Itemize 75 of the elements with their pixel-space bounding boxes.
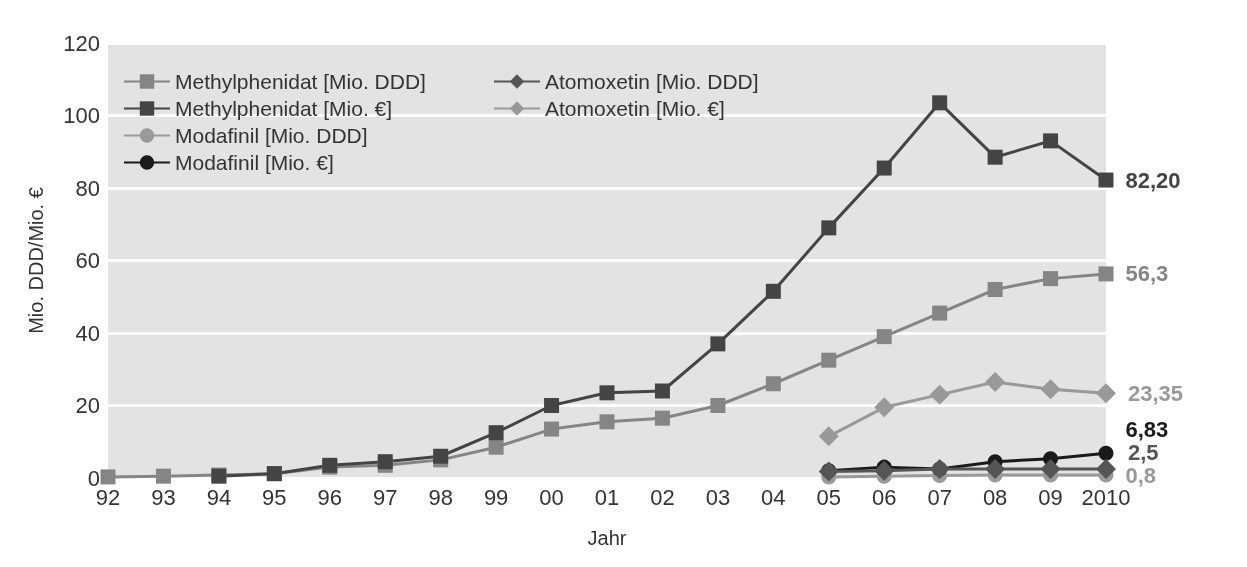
point [985, 371, 1006, 392]
x-tick-label: 97 [372, 484, 398, 510]
point [544, 398, 560, 413]
legend-label: Modafinil [Mio. DDD] [175, 124, 368, 147]
x-tick-label: 02 [650, 484, 675, 510]
point [488, 439, 504, 455]
x-tick-label: 03 [705, 484, 731, 510]
y-tick-label: 20 [75, 393, 100, 418]
point [544, 421, 560, 437]
x-tick-label: 94 [206, 484, 232, 510]
x-tick-label: 98 [428, 484, 453, 510]
point [874, 397, 895, 418]
point [1096, 458, 1116, 479]
x-tick-label: 2010 [1081, 484, 1131, 510]
x-tick-label: 99 [483, 484, 509, 510]
x-tick-label: 05 [816, 484, 842, 510]
point [932, 95, 948, 111]
point [874, 460, 895, 481]
point [1043, 271, 1059, 287]
x-tick-label: 07 [927, 484, 952, 510]
point [155, 468, 171, 484]
point [599, 414, 615, 430]
point [765, 376, 781, 392]
point [987, 149, 1003, 165]
legend-label: Atomoxetin [Mio. €] [545, 97, 725, 120]
x-tick-label: 01 [594, 484, 620, 510]
point [710, 336, 726, 352]
legend-label: Atomoxetin [Mio. DDD] [545, 70, 759, 93]
point [654, 383, 670, 399]
point [1096, 383, 1116, 404]
point [1098, 266, 1114, 282]
x-tick-label: 08 [982, 484, 1008, 510]
x-tick-label: 95 [262, 484, 287, 510]
data-label: 56,3 [1125, 261, 1169, 287]
legend-label: Modafinil [Mio. €] [175, 151, 334, 174]
point [987, 282, 1003, 297]
y-tick-label: 120 [63, 30, 100, 56]
point [1040, 379, 1061, 400]
point [818, 426, 839, 447]
x-tick-label: 96 [317, 484, 343, 510]
data-label: 82,20 [1125, 167, 1181, 193]
point [876, 329, 892, 345]
point [1098, 172, 1114, 188]
x-axis-title: Jahr [587, 527, 627, 549]
x-tick-label: 06 [871, 484, 897, 510]
y-tick-label: 0 [87, 465, 100, 491]
point [710, 398, 726, 413]
point [932, 305, 948, 321]
y-tick-label: 80 [75, 175, 100, 201]
point [876, 160, 892, 176]
x-tick-label: 09 [1038, 484, 1063, 510]
data-label: 6,83 [1125, 416, 1169, 442]
point [100, 469, 116, 485]
point [821, 220, 837, 236]
point [599, 385, 615, 401]
legend-label: Methylphenidat [Mio. €] [175, 97, 393, 120]
x-tick-label: 93 [151, 484, 176, 510]
point [765, 283, 781, 299]
point [929, 384, 950, 405]
legend-label: Methylphenidat [Mio. DDD] [175, 70, 426, 93]
point [1040, 458, 1061, 479]
x-tick-label: 00 [539, 484, 564, 510]
y-tick-label: 60 [75, 248, 100, 273]
y-axis-title: Mio. DDD/Mio. € [25, 187, 47, 334]
point [433, 448, 449, 464]
point [488, 425, 504, 441]
point [654, 410, 670, 426]
point [1098, 445, 1114, 461]
point [985, 458, 1006, 479]
point [821, 352, 837, 368]
y-tick-label: 100 [63, 103, 100, 128]
y-tick-label: 40 [75, 320, 100, 346]
x-tick-label: 04 [761, 484, 786, 510]
data-label: 23,35 [1128, 380, 1184, 406]
point [1043, 133, 1059, 149]
